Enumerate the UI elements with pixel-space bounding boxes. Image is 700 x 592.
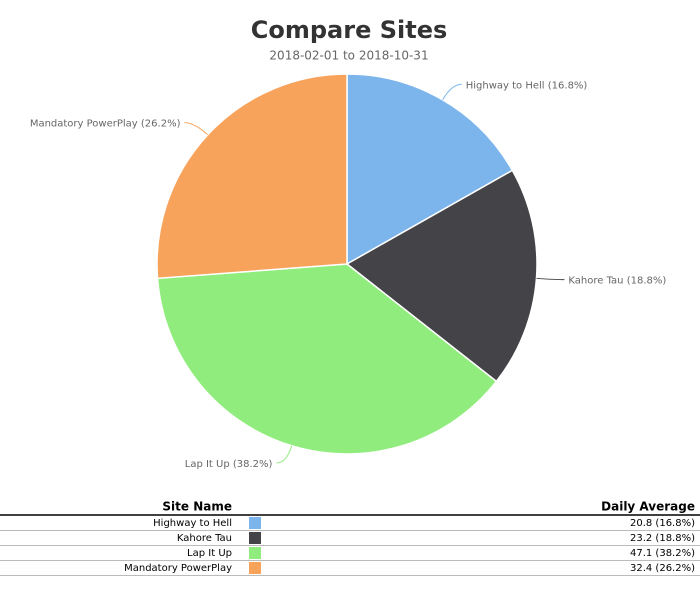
table-cell: 23.2 (18.8%) bbox=[630, 533, 695, 544]
color-swatch bbox=[249, 532, 261, 544]
table-cell: 20.8 (16.8%) bbox=[630, 518, 695, 529]
data-label: Highway to Hell (16.8%) bbox=[466, 80, 588, 91]
table-cell: Mandatory PowerPlay bbox=[124, 563, 232, 574]
label-connector bbox=[184, 122, 209, 136]
table-cell: Lap It Up bbox=[187, 548, 232, 559]
color-swatch bbox=[249, 562, 261, 574]
table-header: Daily Average bbox=[601, 500, 695, 514]
label-connector bbox=[276, 445, 293, 464]
pie-slice bbox=[345, 169, 538, 383]
pie-slice bbox=[156, 73, 348, 280]
chart-title: Compare Sites bbox=[251, 16, 448, 44]
table-cell: Kahore Tau bbox=[177, 533, 232, 544]
data-label: Mandatory PowerPlay (26.2%) bbox=[30, 119, 181, 130]
label-connector bbox=[536, 277, 565, 281]
label-connector bbox=[442, 83, 462, 101]
table-cell: Highway to Hell bbox=[153, 518, 232, 529]
table-cell: 47.1 (38.2%) bbox=[630, 548, 695, 559]
table-header: Site Name bbox=[162, 500, 232, 514]
pie-slice bbox=[156, 263, 498, 455]
chart-subtitle: 2018-02-01 to 2018-10-31 bbox=[269, 49, 428, 63]
table-cell: 32.4 (26.2%) bbox=[630, 563, 695, 574]
data-label: Kahore Tau (18.8%) bbox=[568, 276, 666, 287]
pie-slice bbox=[346, 73, 514, 266]
color-swatch bbox=[249, 517, 261, 529]
color-swatch bbox=[249, 547, 261, 559]
data-label: Lap It Up (38.2%) bbox=[185, 459, 273, 470]
